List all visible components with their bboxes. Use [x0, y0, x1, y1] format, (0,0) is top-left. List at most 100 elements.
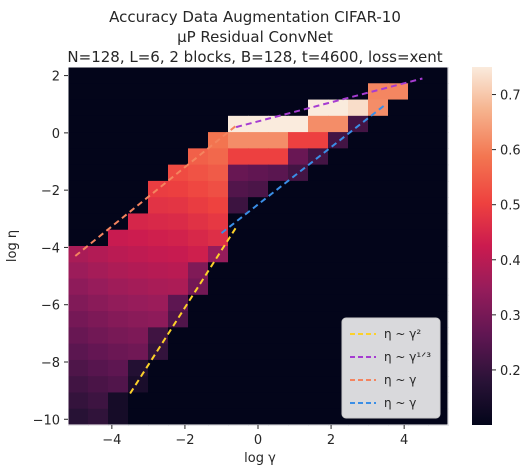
- heatmap-cell: [408, 83, 429, 101]
- heatmap-cell: [168, 376, 189, 394]
- heatmap-cell: [248, 278, 269, 296]
- heatmap-cell: [208, 311, 229, 328]
- heatmap-cell: [148, 83, 169, 101]
- heatmap-cell: [388, 67, 409, 84]
- heatmap-cell: [348, 213, 369, 231]
- title-line-3: N=128, L=6, 2 blocks, B=128, t=4600, los…: [67, 48, 442, 66]
- heatmap-cell: [168, 294, 189, 312]
- heatmap-cell: [348, 294, 369, 312]
- heatmap-cell: [288, 311, 309, 328]
- heatmap-cell: [328, 115, 349, 133]
- heatmap-cell: [428, 115, 449, 133]
- heatmap-cell: [208, 392, 229, 410]
- heatmap-cell: [88, 294, 109, 312]
- heatmap-cell: [328, 164, 349, 182]
- heatmap-cell: [328, 278, 349, 296]
- heatmap-cell: [128, 99, 149, 117]
- heatmap-cell: [208, 376, 229, 394]
- heatmap-cell: [348, 115, 369, 133]
- legend-label: η ~ γ: [384, 396, 416, 410]
- heatmap-cell: [268, 278, 289, 296]
- heatmap-cell: [308, 262, 329, 280]
- colorbar-tick-label: 0.3: [500, 309, 521, 324]
- heatmap-cell: [208, 343, 229, 361]
- heatmap-cell: [88, 99, 109, 117]
- heatmap-cell: [188, 99, 209, 117]
- heatmap-cell: [148, 311, 169, 328]
- heatmap-cell: [408, 67, 429, 84]
- heatmap-cell: [288, 359, 309, 377]
- heatmap-cell: [68, 278, 89, 296]
- heatmap-cell: [168, 180, 189, 198]
- heatmap-cell: [308, 67, 329, 84]
- heatmap-cell: [328, 262, 349, 280]
- heatmap-cell: [368, 115, 389, 133]
- heatmap-cell: [328, 294, 349, 312]
- heatmap-cell: [368, 294, 389, 312]
- heatmap-cell: [168, 115, 189, 133]
- heatmap-cell: [288, 343, 309, 361]
- heatmap-cell: [228, 343, 249, 361]
- heatmap-cell: [208, 99, 229, 117]
- heatmap-cell: [288, 294, 309, 312]
- heatmap-cell: [388, 246, 409, 263]
- heatmap-cell: [148, 197, 169, 215]
- heatmap-cell: [68, 229, 89, 247]
- heatmap-cell: [108, 164, 129, 182]
- heatmap-cell: [168, 262, 189, 280]
- heatmap-cell: [168, 229, 189, 247]
- y-tick-label: −2: [41, 184, 60, 199]
- heatmap-cell: [148, 132, 169, 149]
- heatmap-cell: [268, 246, 289, 263]
- heatmap-cells: [68, 67, 449, 426]
- heatmap-cell: [388, 262, 409, 280]
- heatmap-cell: [88, 197, 109, 215]
- heatmap-cell: [248, 67, 269, 84]
- x-axis-label: log γ: [244, 451, 276, 466]
- heatmap-cell: [248, 213, 269, 231]
- heatmap-cell: [148, 294, 169, 312]
- x-axis-ticks: −4 −2 0 2 4: [102, 425, 408, 448]
- heatmap-cell: [168, 343, 189, 361]
- heatmap-cell: [408, 246, 429, 263]
- heatmap-cell: [348, 164, 369, 182]
- heatmap-cell: [188, 359, 209, 377]
- heatmap-cell: [368, 83, 389, 101]
- heatmap-cell: [288, 132, 309, 149]
- heatmap-cell: [288, 246, 309, 263]
- heatmap-cell: [148, 213, 169, 231]
- heatmap-cell: [108, 83, 129, 101]
- heatmap-cell: [108, 67, 129, 84]
- heatmap-cell: [388, 164, 409, 182]
- y-tick-label: 2: [52, 70, 60, 85]
- heatmap-cell: [228, 67, 249, 84]
- heatmap-cell: [308, 343, 329, 361]
- y-axis-ticks: 2 0 −2 −4 −6 −8 −10: [33, 70, 68, 428]
- heatmap-cell: [108, 408, 129, 426]
- heatmap-cell: [388, 197, 409, 215]
- heatmap-cell: [208, 67, 229, 84]
- heatmap-cell: [428, 67, 449, 84]
- heatmap-cell: [368, 229, 389, 247]
- heatmap-cell: [308, 359, 329, 377]
- heatmap-cell: [188, 197, 209, 215]
- heatmap-cell: [428, 262, 449, 280]
- heatmap-cell: [228, 213, 249, 231]
- heatmap-cell: [308, 392, 329, 410]
- heatmap-cell: [328, 229, 349, 247]
- heatmap-cell: [348, 148, 369, 166]
- heatmap-cell: [348, 197, 369, 215]
- heatmap-cell: [68, 83, 89, 101]
- heatmap-cell: [348, 67, 369, 84]
- heatmap-cell: [128, 262, 149, 280]
- heatmap-cell: [128, 115, 149, 133]
- heatmap-cell: [228, 99, 249, 117]
- heatmap-cell: [68, 392, 89, 410]
- heatmap-cell: [428, 164, 449, 182]
- legend: η ~ γ² η ~ γ¹ᐟ³ η ~ γ η ~ γ: [341, 317, 441, 419]
- heatmap-cell: [408, 229, 429, 247]
- heatmap-cell: [148, 229, 169, 247]
- colorbar-tick-label: 0.6: [500, 144, 521, 159]
- heatmap-cell: [368, 246, 389, 263]
- heatmap-cell: [368, 213, 389, 231]
